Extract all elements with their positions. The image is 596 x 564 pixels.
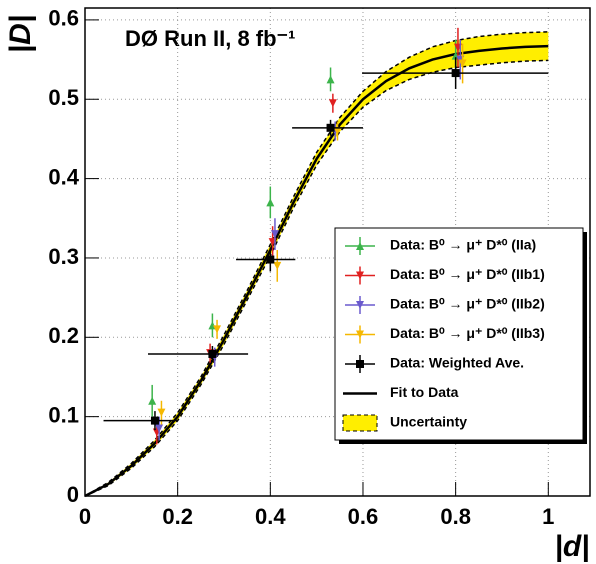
legend-label: Uncertainty <box>390 414 467 430</box>
marker <box>356 301 364 309</box>
x-axis-label: |d| <box>554 530 589 563</box>
marker <box>356 330 364 339</box>
legend-label: Data: B⁰ → μ⁺ D*⁰ (IIa) <box>390 237 536 253</box>
fit-line <box>84 44 549 498</box>
marker <box>326 123 335 132</box>
marker <box>155 424 164 433</box>
band-lower <box>84 59 549 497</box>
legend-label: Data: B⁰ → μ⁺ D*⁰ (IIb2) <box>390 296 545 312</box>
y-tick-label: 0.6 <box>48 6 79 31</box>
x-tick-label: 1 <box>542 504 554 529</box>
marker <box>356 360 364 368</box>
legend-box <box>334 227 584 441</box>
marker <box>326 75 335 84</box>
x-tick-label: 0.2 <box>162 504 193 529</box>
marker <box>451 69 460 78</box>
y-tick-label: 0.4 <box>48 164 79 189</box>
marker <box>266 198 275 207</box>
x-tick-label: 0 <box>79 504 91 529</box>
legend-label: Data: B⁰ → μ⁺ D*⁰ (IIb1) <box>390 266 545 282</box>
marker <box>148 396 157 405</box>
x-tick-label: 0.4 <box>255 504 286 529</box>
marker <box>270 230 279 239</box>
plot-frame <box>84 7 591 497</box>
marker <box>356 242 364 250</box>
chart-title: DØ Run II, 8 fb⁻¹ <box>125 26 296 51</box>
x-tick-label: 0.6 <box>348 504 379 529</box>
marker <box>333 126 342 135</box>
x-tick-label: 0.8 <box>440 504 471 529</box>
legend: Data: B⁰ → μ⁺ D*⁰ (IIa) Data: B⁰ → μ⁺ D*⁰… <box>334 227 584 441</box>
y-tick-label: 0.3 <box>48 244 79 269</box>
legend-label: Data: Weighted Ave. <box>390 355 524 371</box>
y-axis-label: |D| <box>4 15 37 53</box>
marker <box>150 416 159 425</box>
marker <box>266 255 275 264</box>
legend-symbol <box>342 414 378 432</box>
marker <box>213 325 222 334</box>
legend-label: Fit to Data <box>390 384 459 400</box>
marker <box>356 271 364 280</box>
band-upper <box>84 31 549 497</box>
legend-label: Data: B⁰ → μ⁺ D*⁰ (IIb3) <box>390 325 545 341</box>
marker <box>208 349 217 358</box>
y-tick-label: 0.2 <box>48 323 79 348</box>
marker <box>273 261 282 270</box>
marker <box>157 408 166 417</box>
y-tick-label: 0.1 <box>48 402 79 427</box>
marker <box>328 99 337 108</box>
y-tick-label: 0 <box>67 482 79 507</box>
marker <box>458 59 467 68</box>
y-tick-label: 0.5 <box>48 85 79 110</box>
